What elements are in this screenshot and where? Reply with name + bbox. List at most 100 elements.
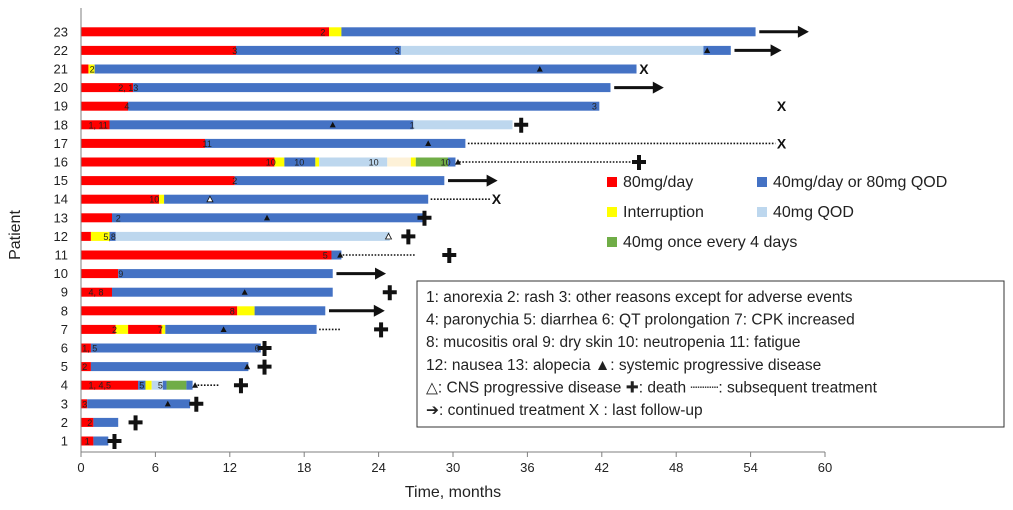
y-tick-label: 18 [54,117,68,132]
segment-label: 10 [266,158,276,168]
death-marker [417,210,432,226]
bar-segment [81,231,91,241]
patient-row: 17 11 X [54,135,787,151]
y-tick-label: 17 [54,136,68,151]
bar-segment [413,120,513,130]
bar-segment [315,157,320,167]
bar-segment [133,83,611,93]
segment-label: 2 [82,362,87,372]
y-tick-label: 22 [54,43,68,58]
systemic-progression-marker [536,66,543,72]
bar-segment [128,101,600,111]
bar-segment [81,306,238,316]
legend-swatch [607,177,617,187]
y-axis-title: Patient [7,210,24,260]
y-tick-label: 10 [54,266,68,281]
y-tick-label: 13 [54,210,68,225]
legend-swatch [607,207,617,217]
bar-segment [274,157,285,167]
bar-segment [115,231,390,241]
systemic-progression-marker [704,47,711,53]
systemic-progression-marker [164,400,171,407]
segment-label: 2 [320,27,325,37]
legend-item: 40mg QOD [757,204,854,221]
cns-progression-marker [384,232,393,240]
systemic-progression-marker [264,214,270,221]
bar-segment [90,362,249,372]
patient-row: 15 2 [54,173,498,188]
last-follow-up-marker: X [639,61,649,77]
bar-segment [145,380,152,390]
x-tick-label: 12 [223,460,237,475]
systemic-progression-marker [337,252,344,258]
x-tick-label: 42 [595,460,609,475]
annotation-line: 12: nausea 13: alopecia ▲: systemic prog… [426,357,821,374]
legend-item: 40mg/day or 80mg QOD [757,174,947,191]
bar-segment [81,399,88,409]
segment-label: 1 [410,120,415,130]
bar-segment [319,157,388,167]
patient-row: 6 1, 5 6 [61,341,272,356]
bar-segment [159,194,165,204]
segment-label: 3 [82,399,87,409]
bar-segment [81,213,112,223]
patient-row: 12 5,8 [54,229,416,245]
annotation-line: △: CNS progressive disease ✚: death ┈┈┈:… [426,379,878,396]
bar-segment [81,27,329,37]
bar-segment [81,45,236,55]
legend-label: 40mg once every 4 days [623,234,797,251]
x-tick-label: 60 [818,460,832,475]
segment-label: 4, 8 [88,288,103,298]
segment-label: 5 [323,251,328,261]
bar-segment [236,45,401,55]
continued-treatment-arrow-head [375,267,387,280]
patient-row: 23 2 [54,24,809,39]
y-tick-label: 14 [54,192,68,207]
annotation-line: ➔: continued treatment X : last follow-u… [426,402,703,419]
continued-treatment-arrow-head [373,304,385,317]
continued-treatment-arrow-head [486,174,498,187]
bar-segment [90,343,261,353]
bar-segment [93,436,109,446]
x-tick-label: 18 [297,460,311,475]
bar-segment [109,231,116,241]
bar-segment [88,64,95,74]
death-marker [257,341,272,356]
legend-label: Interruption [623,204,704,221]
bar-segment [118,269,333,279]
bar-segment [93,417,119,427]
bar-segment [138,380,146,390]
patient-row: 18 1, 11 1 [54,117,529,133]
segment-label: 1, 5 [82,344,97,354]
patient-row: 16 10 10 10 10 [54,155,646,170]
bar-segment [81,380,139,390]
y-tick-label: 4 [61,378,68,393]
bar-segment [128,324,162,334]
systemic-progression-marker [220,326,227,332]
x-tick-label: 6 [152,460,159,475]
legend-item: 80mg/day [607,174,693,191]
annotation-box: 1: anorexia 2: rash 3: other reasons exc… [416,280,1005,428]
segment-label: 4 [124,102,129,112]
legend: 80mg/day 40mg/day or 80mg QOD Interruption… [607,174,947,251]
death-marker [401,229,416,245]
patient-row: 19 4 3 X [54,98,787,114]
bar-segment [164,194,429,204]
bar-segment [81,83,134,93]
bar-segment [81,101,129,111]
continued-treatment-arrow-head [652,81,664,94]
legend-swatch [607,237,617,247]
bar-segment [448,157,456,167]
bar-segment [81,343,91,353]
bar-segment [284,157,316,167]
bar-segment [400,45,704,55]
segment-label: 10 [294,158,304,168]
patient-row: 21 2 X [54,61,650,77]
bar-segment [81,176,235,186]
bar-segment [94,64,637,74]
x-tick-label: 30 [446,460,460,475]
bar-segment [81,194,160,204]
legend-swatch [757,207,767,217]
